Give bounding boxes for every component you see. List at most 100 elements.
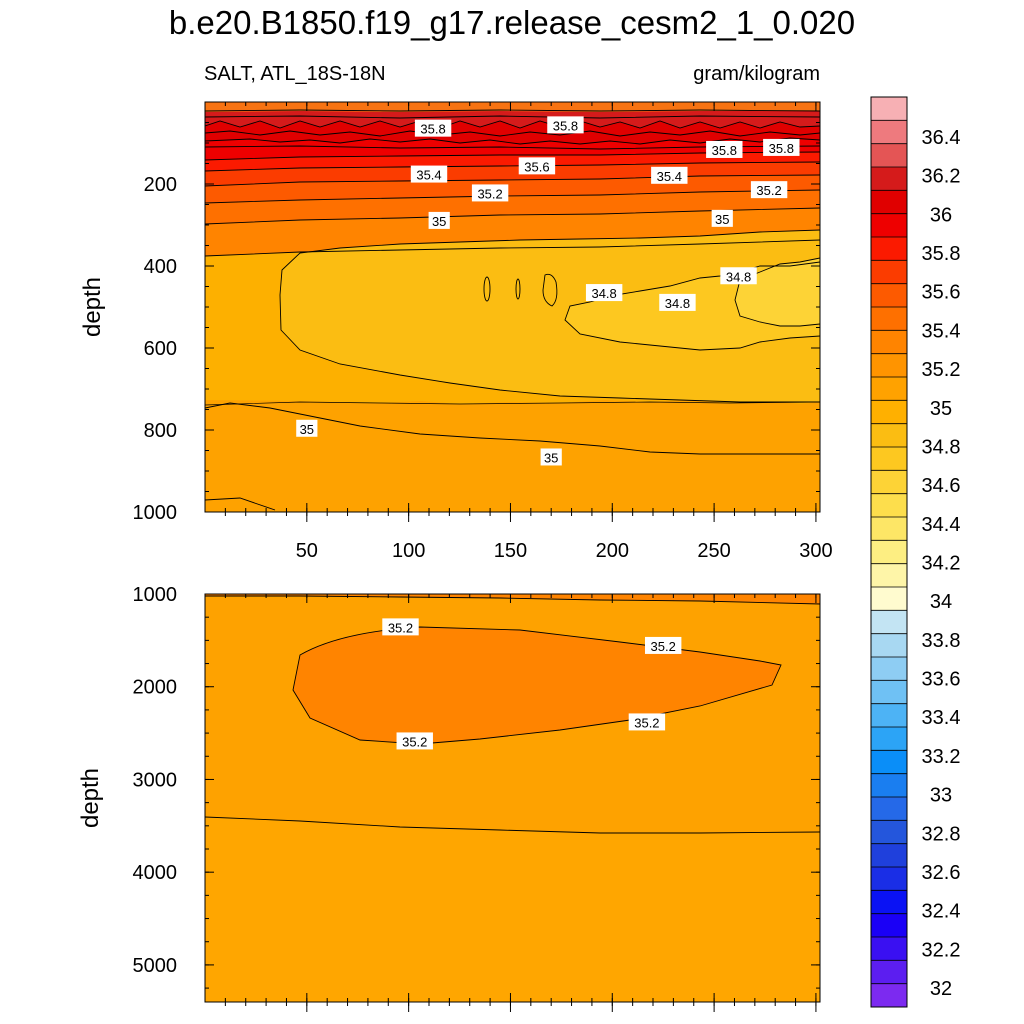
contour-label-box	[750, 181, 788, 199]
y-tick-label: 1000	[133, 584, 178, 606]
colorbar-label: 34	[930, 591, 952, 613]
contour-label: 35.2	[382, 618, 419, 636]
contour-label-text: 35	[432, 214, 446, 229]
x-tick-label: 150	[494, 540, 527, 562]
contour-label-box	[414, 119, 452, 137]
colorbar-label: 32.6	[922, 862, 961, 884]
contour-label: 35.4	[651, 166, 688, 184]
contour-label-box	[382, 618, 419, 636]
colorbar-swatch	[871, 167, 907, 191]
contour-label: 35	[296, 419, 318, 437]
y-tick-label: 5000	[133, 955, 178, 977]
contour-label: 34.8	[659, 293, 696, 311]
colorbar-swatch	[871, 820, 907, 845]
colorbar-label: 35.4	[922, 320, 961, 342]
contour-label-text: 35.8	[420, 122, 445, 137]
colorbar-label: 35.6	[922, 282, 961, 304]
contour-label-text: 35	[715, 212, 729, 227]
y-tick-label: 600	[144, 338, 177, 360]
upper-contour-fill	[205, 102, 820, 512]
contour-label-box	[296, 419, 318, 437]
lower-y-axis: 1000 2000 3000 4000 5000	[133, 584, 820, 989]
y-tick-label: 4000	[133, 862, 178, 884]
colorbar-label: 35.8	[922, 243, 961, 265]
contour-label-text: 35.2	[477, 186, 502, 201]
colorbar-label: 33.6	[922, 669, 961, 691]
colorbar-label: 32.8	[922, 823, 961, 845]
colorbar-label: 33.2	[922, 746, 961, 768]
x-tick-label: 100	[392, 540, 425, 562]
colorbar-swatch	[871, 237, 907, 261]
colorbar-swatch	[871, 890, 907, 915]
colorbar-label: 33	[930, 785, 952, 807]
contour-label-box	[706, 140, 743, 158]
lower-panel: 35.2 35.2 35.2 35.2 1000 2000 3000 4000 5000 de…	[77, 584, 821, 1012]
upper-contour-labels: 35.8 35.8 35.8 35.8 35.6 35.4 35.4 35.2 35.2 35 35…	[296, 116, 800, 466]
contour-label: 35.6	[518, 157, 556, 175]
x-tick-label: 250	[697, 540, 730, 562]
contour-label-text: 35	[544, 450, 558, 465]
colorbar-swatch	[871, 307, 907, 331]
lower-contour-lines	[205, 595, 820, 834]
colorbar-swatch	[871, 937, 907, 961]
colorbar-label: 32.2	[922, 939, 961, 961]
colorbar-swatch	[871, 377, 907, 401]
y-tick-label: 1000	[133, 502, 178, 524]
contour-label-text: 35.4	[657, 169, 682, 184]
colorbar-swatch	[871, 680, 907, 705]
contour-label-text: 34.8	[591, 286, 616, 301]
colorbar-swatch	[871, 283, 907, 308]
colorbar-label: 35	[930, 398, 952, 420]
y-tick-label: 2000	[133, 677, 178, 699]
colorbar-swatch	[871, 913, 907, 938]
colorbar-swatch	[871, 960, 907, 985]
contour-label-text: 35	[300, 422, 314, 437]
contour-label: 35	[540, 448, 562, 466]
contour-label-box	[518, 157, 556, 175]
colorbar-swatch	[871, 143, 907, 168]
y-tick-label: 800	[144, 420, 177, 442]
contour-label: 35.2	[644, 636, 682, 654]
contour-label-text: 34.8	[726, 269, 751, 284]
colorbar-swatch	[871, 213, 907, 238]
colorbar-label: 34.8	[922, 436, 961, 458]
contour-label: 35	[428, 211, 450, 229]
colorbar-swatch	[871, 587, 907, 611]
colorbar-swatch	[871, 540, 907, 565]
contour-label-text: 35.8	[769, 141, 794, 156]
colorbar-swatch	[871, 423, 907, 448]
contour-label-text: 35.8	[712, 143, 737, 158]
contour-label-box	[628, 713, 666, 731]
colorbar-label: 32	[930, 978, 952, 1000]
colorbar-swatch	[871, 97, 907, 121]
colorbar-frame	[870, 96, 908, 1008]
variable-label: SALT, ATL_18S-18N	[204, 63, 386, 85]
contour-label-box	[651, 166, 688, 184]
colorbar-label: 35.2	[922, 359, 961, 381]
colorbar-label: 36.2	[922, 166, 961, 188]
contour-label-text: 35.2	[402, 734, 427, 749]
contour-label: 35.8	[414, 119, 452, 137]
colorbar-swatch	[871, 750, 907, 775]
contour-label-box	[644, 636, 682, 654]
colorbar-swatch	[871, 447, 907, 471]
lower-contour-labels: 35.2 35.2 35.2 35.2	[382, 618, 682, 750]
colorbar-swatch	[871, 400, 907, 425]
upper-y-axis: 200 400 600 800 1000	[133, 101, 820, 524]
colorbar-label: 36.4	[922, 127, 961, 149]
colorbar-label: 33.8	[922, 630, 961, 652]
colorbar-swatch	[871, 797, 907, 821]
contour-label-box	[410, 165, 448, 183]
contour-label-text: 34.8	[665, 296, 690, 311]
contour-label-box	[428, 211, 450, 229]
contour-label: 34.8	[585, 284, 623, 302]
upper-x-axis: 50 100 150 200 250 300	[224, 102, 833, 562]
colorbar-label: 34.2	[922, 553, 961, 575]
lower-x-axis	[224, 594, 817, 1012]
colorbar-label: 34.4	[922, 514, 961, 536]
contour-label: 35.2	[628, 713, 666, 731]
colorbar: 36.4 36.2 36 35.8 35.6 35.4 35.2 35 34.8 34.6 34.4…	[870, 96, 961, 1008]
colorbar-swatch	[871, 867, 907, 891]
contour-label: 35.8	[763, 138, 800, 156]
colorbar-swatch	[871, 517, 907, 541]
